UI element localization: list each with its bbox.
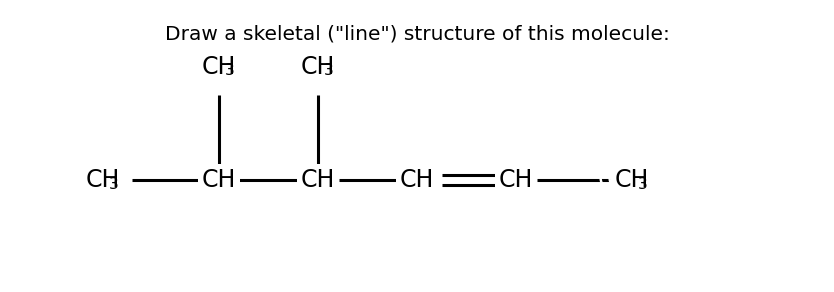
Text: CH: CH: [615, 168, 649, 192]
Text: 3: 3: [224, 63, 234, 78]
Text: CH: CH: [86, 168, 120, 192]
Text: CH: CH: [202, 55, 236, 79]
Text: CH: CH: [301, 55, 335, 79]
Text: CH: CH: [184, 55, 219, 79]
Text: CH3: CH3: [194, 55, 244, 79]
Text: CH: CH: [300, 55, 335, 79]
Text: CH: CH: [301, 168, 335, 192]
Text: CH3: CH3: [294, 55, 343, 79]
Text: CH: CH: [69, 168, 103, 192]
Text: CH: CH: [86, 168, 120, 192]
Text: CH: CH: [202, 168, 236, 192]
Text: CH3: CH3: [78, 168, 128, 192]
Text: Draw a skeletal ("line") structure of this molecule:: Draw a skeletal ("line") structure of th…: [164, 24, 670, 43]
Text: CH3: CH3: [607, 168, 656, 192]
Text: CH: CH: [399, 168, 435, 192]
Text: 3: 3: [637, 177, 647, 192]
Text: CH: CH: [499, 168, 533, 192]
Text: 3: 3: [109, 177, 118, 192]
Text: CH: CH: [284, 55, 318, 79]
Text: CH: CH: [202, 55, 236, 79]
Text: CH: CH: [597, 168, 631, 192]
Text: 3: 3: [324, 63, 334, 78]
Text: CH: CH: [615, 168, 649, 192]
